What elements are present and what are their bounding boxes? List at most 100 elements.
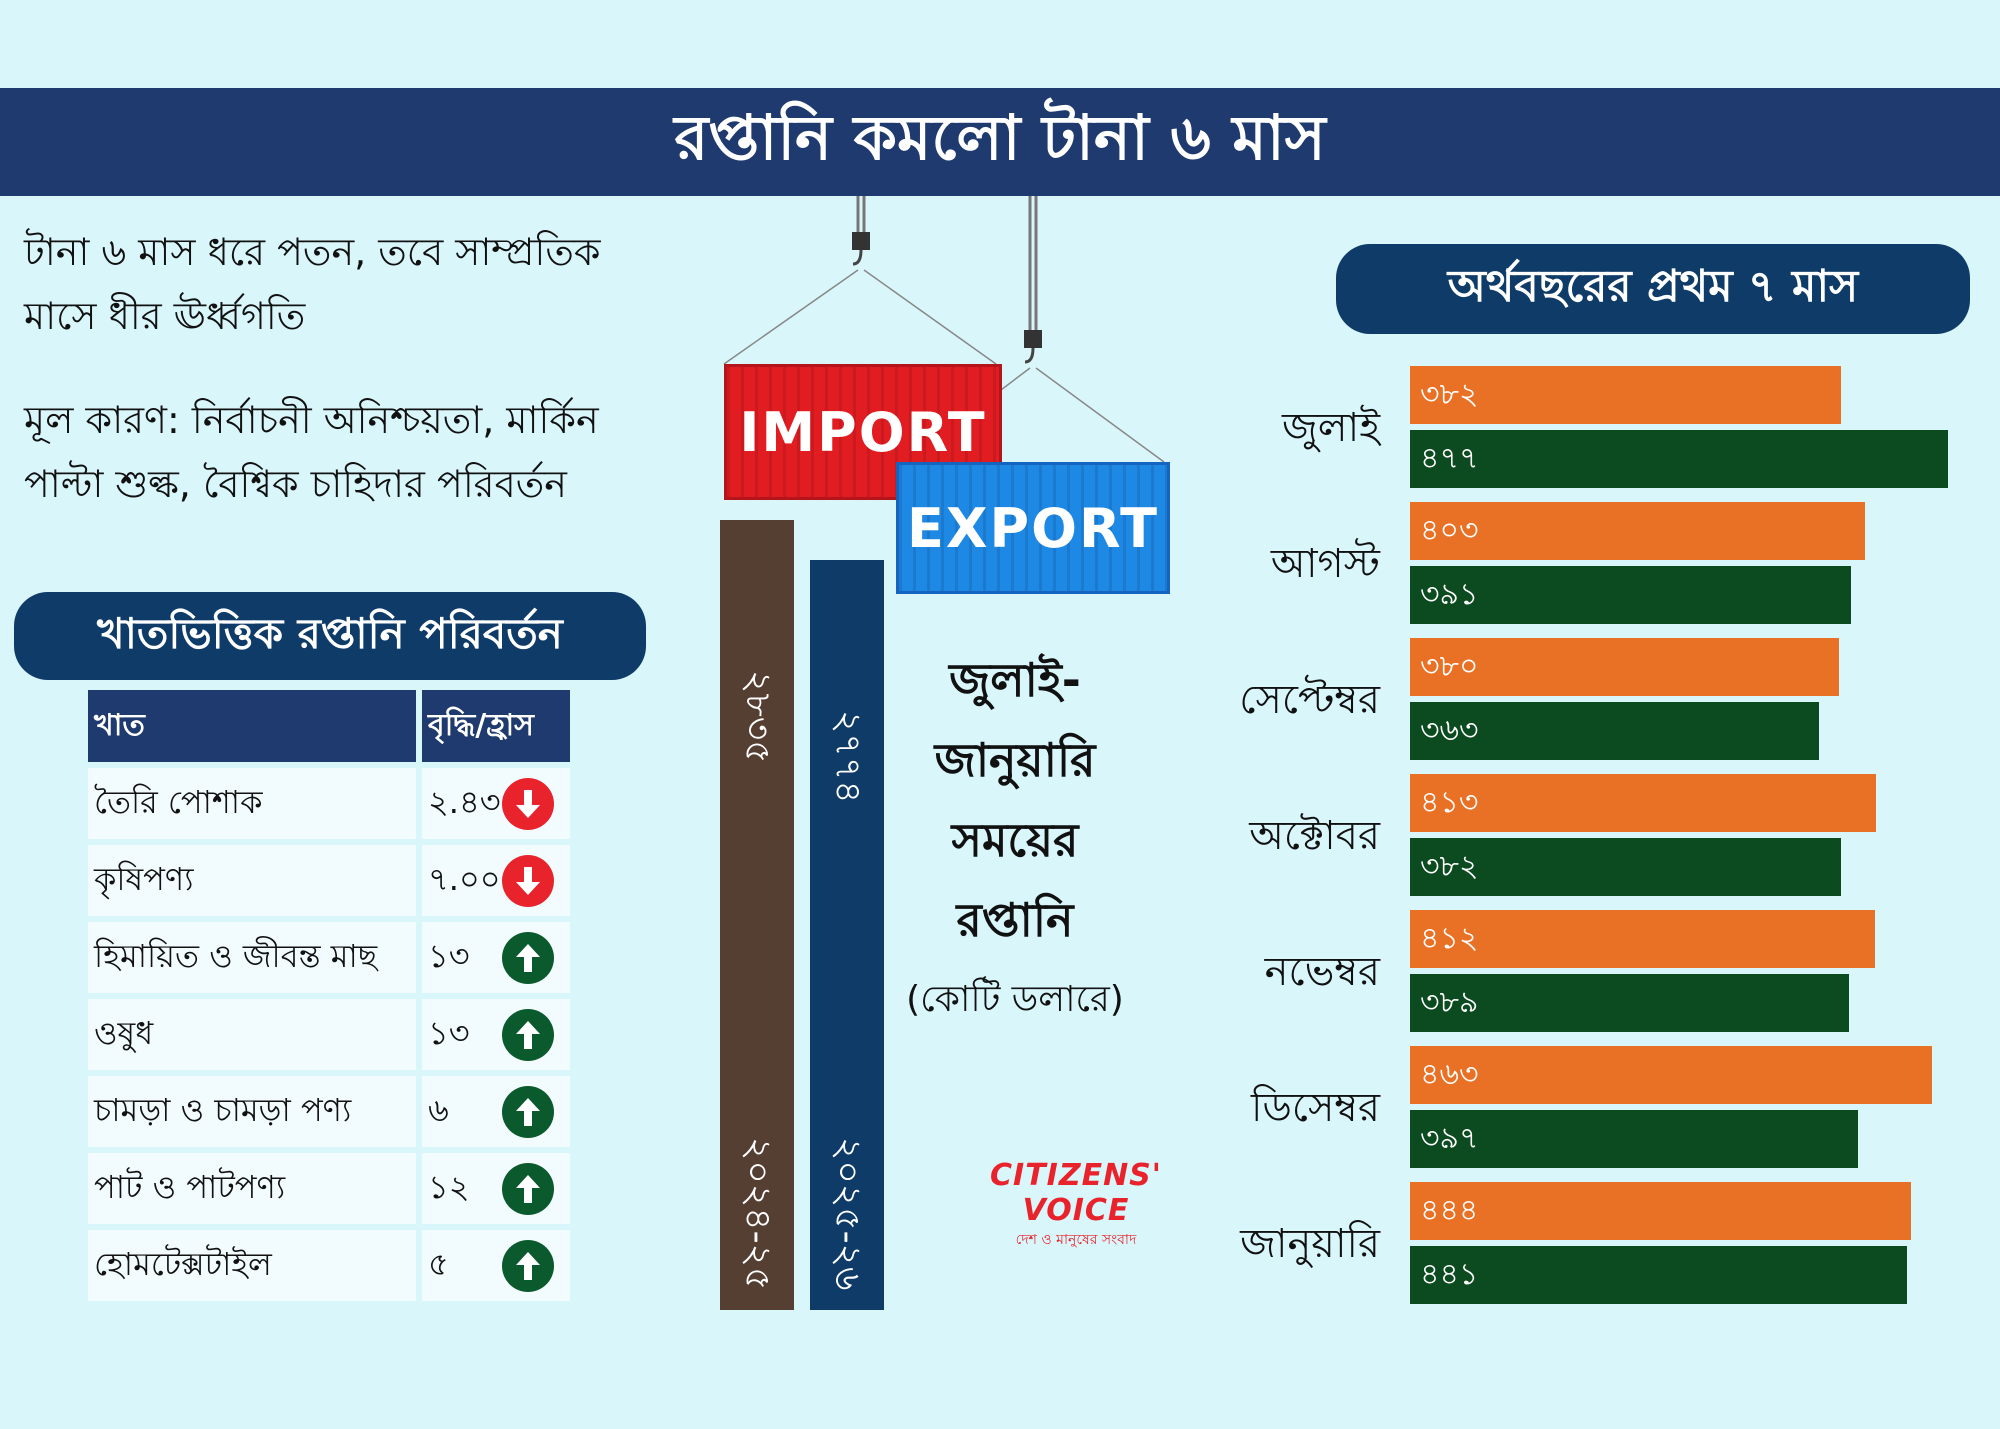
sector-change-value: ৭.০০ (428, 859, 501, 898)
bar-orange: ৪০৩ (1410, 502, 1865, 560)
period-label-line: সময়ের (951, 813, 1079, 867)
bar-green: ৩৬৩ (1410, 702, 1820, 760)
sector-name: হোমটেক্সটাইল (88, 1230, 416, 1301)
period-chart-label: জুলাই- জানুয়ারি সময়ের রপ্তানি (900, 640, 1130, 960)
bar-value-label: ৩৮২ (1420, 848, 1479, 884)
bar-orange: ৪১৩ (1410, 774, 1876, 832)
bar-value-label: ৪৭৭ (1420, 440, 1479, 476)
period-bar-period: ২০২৪-২৫ (737, 1136, 778, 1290)
crane-cables (723, 196, 1165, 463)
period-bar-2025-26: ২৭৭৪ ২০২৫-২৬ (810, 560, 884, 1310)
bar-green: ৩৮২ (1410, 838, 1841, 896)
table-row: তৈরি পোশাক ২.৪৩ (88, 768, 570, 839)
import-label: IMPORT (739, 400, 987, 464)
month-label: নভেম্বর (1264, 949, 1380, 995)
intro-line-4: পাল্টা শুল্ক, বৈশ্বিক চাহিদার পরিবর্তন (24, 462, 567, 506)
brand-logo: CITIZENS' VOICE দেশ ও মানুষের সংবাদ (968, 1158, 1184, 1252)
period-bar-value: ২৮৩৫ (737, 670, 778, 764)
arrow-up-icon (502, 1162, 554, 1215)
period-bar-value: ২৭৭৪ (827, 710, 868, 804)
hook-icon (1024, 347, 1035, 364)
bar-orange: ৪৪৪ (1410, 1182, 1911, 1240)
period-label-line: রপ্তানি (956, 893, 1074, 947)
sector-change-value: ১৩ (428, 1013, 470, 1052)
bar-value-label: ৩৮৯ (1420, 984, 1479, 1020)
table-row: কৃষিপণ্য ৭.০০ (88, 845, 570, 916)
sector-name: কৃষিপণ্য (88, 845, 416, 916)
sector-change: ১৩ (422, 999, 570, 1070)
intro-line-1: টানা ৬ মাস ধরে পতন, তবে সাম্প্রতিক (24, 230, 601, 274)
bar-value-label: ৪১৩ (1420, 784, 1479, 820)
sector-name: তৈরি পোশাক (88, 768, 416, 839)
table-row: ওষুধ ১৩ (88, 999, 570, 1070)
table-row: পাট ও পাটপণ্য ১২ (88, 1153, 570, 1224)
export-label: EXPORT (907, 496, 1159, 560)
period-label-line: জানুয়ারি (934, 733, 1096, 787)
bar-orange: ৪১২ (1410, 910, 1875, 968)
sector-change-value: ১৩ (428, 936, 470, 975)
sector-table: খাত বৃদ্ধি/হ্রাস তৈরি পোশাক ২.৪৩ কৃষিপণ্য ৭… (88, 690, 570, 1307)
period-chart-unit: (কোটি ডলারে) (906, 979, 1124, 1020)
bar-orange: ৩৮২ (1410, 366, 1841, 424)
sector-title: খাতভিত্তিক রপ্তানি পরিবর্তন (14, 592, 646, 680)
period-bar-period: ২০২৫-২৬ (827, 1136, 868, 1290)
chart-title: অর্থবছরের প্রথম ৭ মাস (1336, 244, 1970, 334)
header-sector: খাত (88, 690, 416, 762)
bar-value-label: ৪৪৪ (1420, 1192, 1479, 1228)
sector-name: পাট ও পাটপণ্য (88, 1153, 416, 1224)
sector-change: ৬ (422, 1076, 570, 1147)
intro-trend: টানা ৬ মাস ধরে পতন, তবে সাম্প্রতিক মাসে … (24, 220, 704, 348)
bar-value-label: ৩৯৭ (1420, 1120, 1479, 1156)
arrow-down-icon (502, 777, 554, 830)
bar-value-label: ৩৯১ (1420, 576, 1479, 612)
intro-causes: মূল কারণ: নির্বাচনী অনিশ্চয়তা, মার্কিন … (24, 388, 704, 516)
period-bar-2024-25: ২৮৩৫ ২০২৪-২৫ (720, 520, 794, 1310)
intro-line-2: মাসে ধীর ঊর্ধ্বগতি (24, 294, 306, 338)
table-row: হিমায়িত ও জীবন্ত মাছ ১৩ (88, 922, 570, 993)
bar-value-label: ৩৮০ (1420, 648, 1479, 684)
hook-icon (852, 249, 863, 266)
sector-table-header: খাত বৃদ্ধি/হ্রাস (88, 690, 570, 762)
arrow-up-icon (502, 1239, 554, 1292)
intro-line-3: মূল কারণ: নির্বাচনী অনিশ্চয়তা, মার্কিন (24, 398, 599, 442)
bar-value-label: ৪১২ (1420, 920, 1479, 956)
arrow-up-icon (502, 931, 554, 984)
bar-orange: ৩৮০ (1410, 638, 1839, 696)
sector-change: ১২ (422, 1153, 570, 1224)
page-title: রপ্তানি কমলো টানা ৬ মাস (0, 88, 2000, 196)
bar-green: ৪৪১ (1410, 1246, 1908, 1304)
table-row: হোমটেক্সটাইল ৫ (88, 1230, 570, 1301)
sector-change-value: ২.৪৩ (428, 782, 501, 821)
logo-tagline: দেশ ও মানুষের সংবাদ (1015, 1232, 1137, 1248)
sector-name: চামড়া ও চামড়া পণ্য (88, 1076, 416, 1147)
bar-value-label: ৪৪১ (1420, 1256, 1479, 1292)
bar-orange: ৪৬৩ (1410, 1046, 1933, 1104)
month-label: জানুয়ারি (1240, 1221, 1380, 1267)
arrow-down-icon (502, 854, 554, 907)
bar-value-label: ৪৬৩ (1420, 1056, 1479, 1092)
month-label: জুলাই (1282, 405, 1380, 451)
bar-value-label: ৪০৩ (1420, 512, 1479, 548)
bar-value-label: ৩৮২ (1420, 376, 1479, 412)
header-change: বৃদ্ধি/হ্রাস (422, 690, 570, 762)
logo-name: CITIZENS' VOICE (990, 1158, 1162, 1228)
bar-green: ৩৮৯ (1410, 974, 1849, 1032)
bar-green: ৩৯৭ (1410, 1110, 1858, 1168)
arrow-up-icon (502, 1085, 554, 1138)
period-label-line: জুলাই- (949, 653, 1081, 707)
sector-change: ১৩ (422, 922, 570, 993)
arrow-up-icon (502, 1008, 554, 1061)
month-label: ডিসেম্বর (1251, 1085, 1380, 1131)
sector-change: ৫ (422, 1230, 570, 1301)
table-row: চামড়া ও চামড়া পণ্য ৬ (88, 1076, 570, 1147)
sector-change: ২.৪৩ (422, 768, 570, 839)
bar-green: ৪৭৭ (1410, 430, 1948, 488)
hook-block-icon (1024, 330, 1042, 348)
month-label: সেপ্টেম্বর (1239, 677, 1380, 723)
bar-green: ৩৯১ (1410, 566, 1851, 624)
month-label: আগস্ট (1270, 541, 1380, 587)
sector-change: ৭.০০ (422, 845, 570, 916)
sector-change-value: ৫ (428, 1244, 449, 1283)
bar-value-label: ৩৬৩ (1420, 712, 1479, 748)
hook-block-icon (852, 232, 870, 250)
